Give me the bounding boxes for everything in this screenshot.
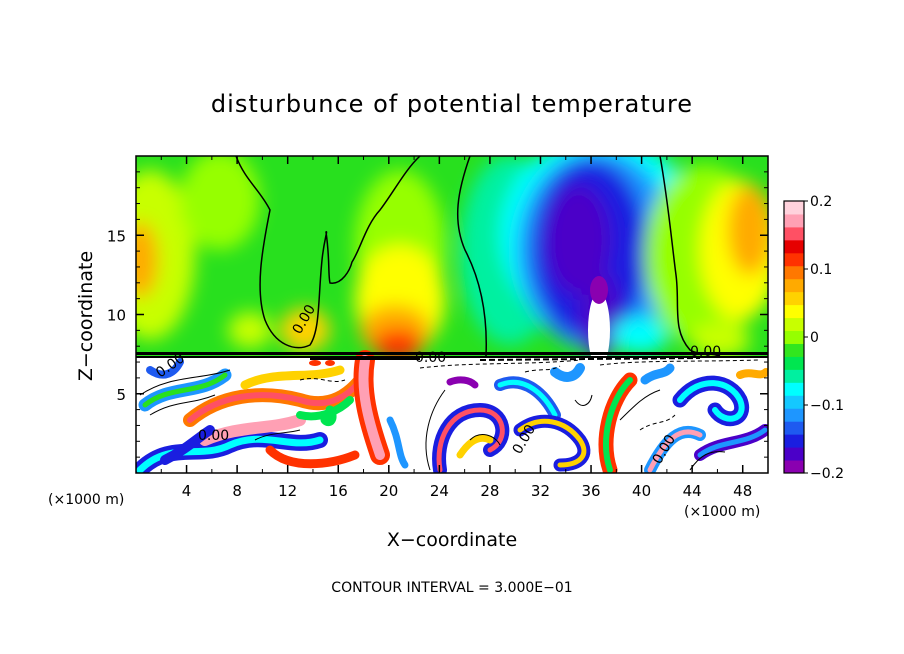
colorbar-swatch (784, 213, 804, 228)
colorbar: 0.2 0.1 0 −0.1 −0.2 (783, 194, 844, 482)
chart-title: disturbunce of potential temperature (211, 90, 693, 118)
x-tick-label: 12 (278, 482, 297, 500)
x-unit-right: (×1000 m) (684, 504, 760, 520)
colorbar-swatch (784, 382, 804, 396)
x-tick-label: 44 (683, 482, 702, 500)
x-tick-label: 20 (379, 482, 398, 500)
x-tick-label: 8 (232, 482, 242, 500)
x-tick-label: 32 (531, 482, 550, 500)
y-tick-label: 5 (116, 386, 126, 404)
colorbar-swatch (784, 408, 804, 422)
colorbar-tick-label: 0.1 (810, 262, 832, 278)
colorbar-swatch (784, 356, 804, 370)
x-tick-label: 16 (329, 482, 348, 500)
contour-label: 0.00 (198, 428, 229, 444)
y-tick-label: 15 (107, 227, 126, 245)
colorbar-swatch (784, 343, 804, 357)
colorbar-tick-label: 0 (810, 330, 819, 346)
contour-label: 0.00 (690, 344, 721, 360)
x-tick-label: 36 (581, 482, 600, 500)
colorbar-swatch (784, 239, 804, 254)
colorbar-tick-label: −0.2 (810, 466, 844, 482)
colorbar-tick-label: −0.1 (810, 398, 844, 414)
colorbar-swatch (784, 434, 804, 448)
contour-interval-note: CONTOUR INTERVAL = 3.000E−01 (331, 580, 572, 596)
colorbar-tick-label: 0.2 (810, 194, 832, 210)
contour-label: 0.00 (425, 359, 428, 361)
colorbar-swatch (784, 395, 804, 409)
colorbar-swatch (784, 330, 804, 344)
colorbar-swatch (784, 201, 804, 215)
x-tick-label: 24 (430, 482, 449, 500)
colorbar-swatch (784, 304, 804, 319)
y-axis: 5 10 15 (107, 171, 768, 458)
colorbar-swatch (784, 421, 804, 435)
colorbar-swatch (784, 252, 804, 267)
heatmap-field (136, 156, 768, 473)
x-tick-label: 28 (480, 482, 499, 500)
colorbar-swatch (784, 369, 804, 383)
x-tick-label: 48 (733, 482, 752, 500)
colorbar-swatch (784, 447, 804, 461)
x-tick-label: 40 (632, 482, 651, 500)
contour-label: 0.00 (415, 350, 446, 366)
x-axis-label: X−coordinate (387, 529, 517, 551)
x-unit-left: (×1000 m) (48, 492, 124, 508)
colorbar-swatch (784, 265, 804, 280)
x-tick-label: 4 (182, 482, 192, 500)
y-tick-label: 10 (107, 307, 126, 325)
y-axis-label: Z−coordinate (75, 251, 97, 381)
colorbar-swatch (784, 291, 804, 306)
colorbar-swatch (784, 317, 804, 332)
colorbar-swatch (784, 278, 804, 293)
x-axis: 4 8 12 16 20 24 28 32 36 40 44 48 (160, 156, 752, 500)
colorbar-swatch (784, 460, 804, 474)
colorbar-swatch (784, 226, 804, 241)
